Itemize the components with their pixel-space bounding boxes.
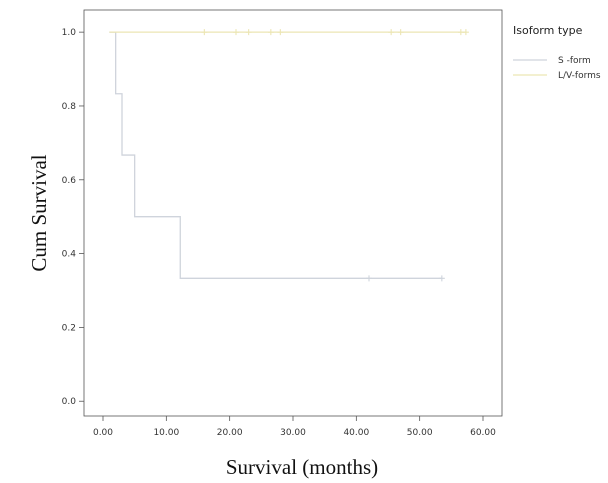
legend: Isoform type S -form L/V-forms (513, 24, 601, 81)
censor-mark (277, 29, 284, 36)
x-axis-label: Survival (months) (226, 455, 378, 479)
legend-items: S -form L/V-forms (513, 56, 601, 81)
y-axis-label: Cum Survival (27, 154, 51, 271)
series-layer (109, 29, 469, 282)
y-tick-label: 0.6 (62, 176, 77, 186)
x-tick-label: 10.00 (153, 428, 179, 438)
series-2 (109, 29, 469, 36)
y-tick-label: 0.2 (62, 323, 76, 333)
x-tick-label: 30.00 (280, 428, 306, 438)
y-tick-label: 0.0 (62, 397, 77, 407)
censor-mark (233, 29, 239, 36)
censor-mark (388, 29, 395, 36)
y-tick-label: 0.4 (62, 250, 77, 260)
x-tick-label: 0.00 (93, 428, 113, 438)
censor-mark (438, 275, 445, 282)
censor-mark (245, 29, 252, 36)
x-tick-label: 50.00 (407, 428, 433, 438)
survival-curve (109, 31, 442, 279)
legend-label: L/V-forms (558, 71, 601, 81)
y-tick-label: 1.0 (62, 28, 77, 38)
legend-title: Isoform type (513, 24, 583, 37)
censor-mark (366, 275, 372, 282)
censor-mark (462, 29, 469, 36)
y-tick-label: 0.8 (62, 102, 77, 112)
y-axis: 0.0 0.2 0.4 0.6 0.8 1.0 (62, 28, 84, 407)
censor-mark (397, 29, 404, 36)
censor-mark (201, 29, 208, 36)
legend-label: S -form (558, 56, 591, 66)
plot-frame (83, 9, 503, 417)
x-axis: 0.00 10.00 20.00 30.00 40.00 50.00 60.00 (93, 416, 496, 438)
x-tick-label: 60.00 (470, 428, 496, 438)
series-1 (109, 31, 445, 282)
x-tick-label: 40.00 (343, 428, 369, 438)
censor-mark (457, 29, 464, 36)
censor-mark (267, 29, 274, 36)
x-tick-label: 20.00 (217, 428, 243, 438)
